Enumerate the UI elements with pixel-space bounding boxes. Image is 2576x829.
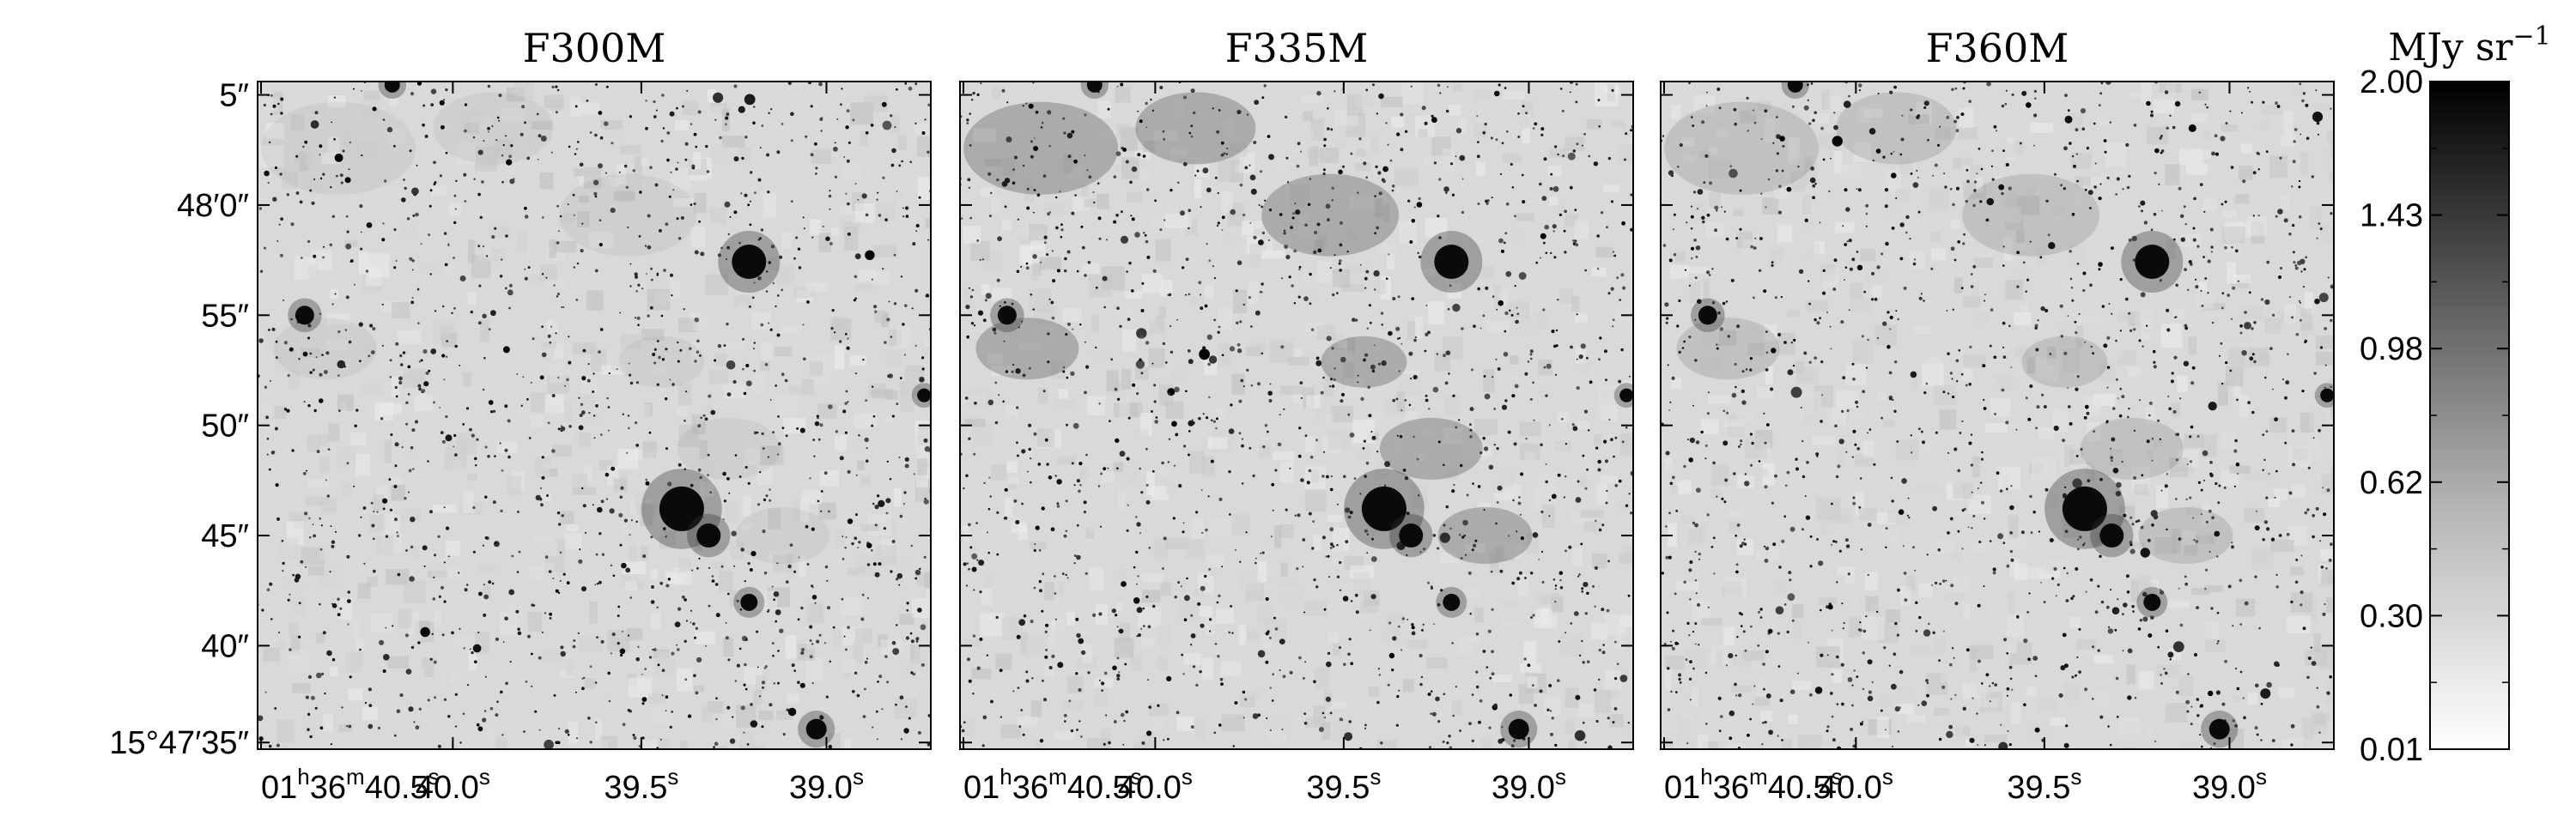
ra-tick-label: 40.0s — [1819, 764, 1893, 806]
panel-title: F360M — [1926, 25, 2069, 71]
panel-frame — [959, 81, 1634, 750]
colorbar-tick-label: 0.98 — [2360, 331, 2423, 367]
colorbar-tick-label: 0.30 — [2360, 598, 2423, 634]
dec-tick-label: 50″ — [201, 408, 249, 445]
dec-tick-label: 5″ — [219, 78, 249, 114]
ra-tick-label: 01h36m40.5s — [1664, 764, 1843, 806]
colorbar-unit-label: MJy sr−1 — [2388, 21, 2550, 70]
dec-tick-label: 55″ — [201, 298, 249, 334]
panel-frame — [1660, 81, 2335, 750]
dec-tick-label: 40″ — [201, 628, 249, 664]
ra-tick-label: 39.5s — [2007, 764, 2081, 806]
ra-tick-label: 01h36m40.5s — [261, 764, 440, 806]
ra-tick-label: 01h36m40.5s — [963, 764, 1142, 806]
panel-title: F300M — [523, 25, 666, 71]
star-field-image — [960, 82, 1633, 749]
ra-tick-label: 40.0s — [416, 764, 490, 806]
star-field-image — [1661, 82, 2334, 749]
colorbar-gradient — [2429, 81, 2510, 750]
colorbar-tick-label: 2.00 — [2360, 64, 2423, 100]
panel-title: F335M — [1225, 25, 1369, 71]
colorbar-tick-label: 0.01 — [2360, 732, 2423, 768]
dec-tick-label: 15°47′35″ — [109, 725, 249, 761]
colorbar-tick-label: 1.43 — [2360, 198, 2423, 234]
ra-tick-label: 39.0s — [1492, 764, 1566, 806]
colorbar: 2.00 1.43 0.98 0.62 0.30 0.01 MJy sr−1 — [2360, 21, 2551, 768]
ra-tick-label: 39.0s — [789, 764, 864, 806]
image-panel-f300m: F300M 5″ 48′0″ 55″ 50″ 45″ 40″ 15°47′35″ 01h36m4… — [109, 25, 932, 806]
dec-tick-label: 48′0″ — [177, 188, 249, 224]
ra-tick-label: 39.5s — [1306, 764, 1381, 806]
star-field-image — [258, 82, 931, 749]
panel-frame — [257, 81, 932, 750]
colorbar-tick-label: 0.62 — [2360, 465, 2423, 501]
dec-tick-label: 45″ — [201, 518, 249, 554]
ra-tick-label: 39.0s — [2192, 764, 2267, 806]
ra-tick-label: 39.5s — [604, 764, 678, 806]
image-panels: F300M 5″ 48′0″ 55″ 50″ 45″ 40″ 15°47′35″ 01h36m4… — [109, 25, 2335, 806]
ra-tick-label: 40.0s — [1118, 764, 1193, 806]
